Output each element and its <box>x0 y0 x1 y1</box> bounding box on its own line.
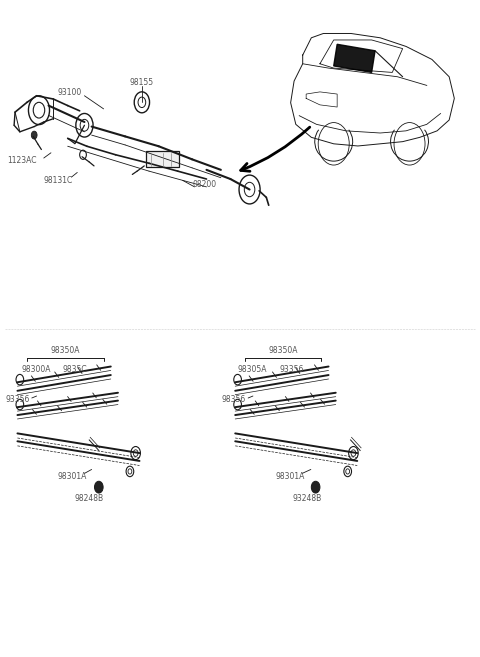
Text: 08200: 08200 <box>192 180 216 189</box>
Text: 98248B: 98248B <box>75 495 104 503</box>
Text: 98356: 98356 <box>222 395 246 404</box>
Text: 93248B: 93248B <box>292 495 322 503</box>
Circle shape <box>95 482 103 493</box>
Polygon shape <box>334 44 375 72</box>
Text: 98301A: 98301A <box>58 472 87 480</box>
Text: 93356: 93356 <box>5 395 30 404</box>
FancyBboxPatch shape <box>146 152 179 168</box>
Text: 93356: 93356 <box>279 365 304 374</box>
Text: 98131C: 98131C <box>44 176 73 185</box>
Text: 98305A: 98305A <box>237 365 267 374</box>
Text: 98350A: 98350A <box>268 346 298 355</box>
Text: 98301A: 98301A <box>276 472 305 480</box>
Text: 1123AC: 1123AC <box>8 156 37 164</box>
Text: 98350A: 98350A <box>50 346 80 355</box>
Text: 93100: 93100 <box>58 88 82 97</box>
Text: 9835C: 9835C <box>62 365 87 374</box>
Circle shape <box>312 482 320 493</box>
Text: 98155: 98155 <box>130 78 154 87</box>
Text: 98300A: 98300A <box>22 365 51 374</box>
Circle shape <box>31 131 37 139</box>
